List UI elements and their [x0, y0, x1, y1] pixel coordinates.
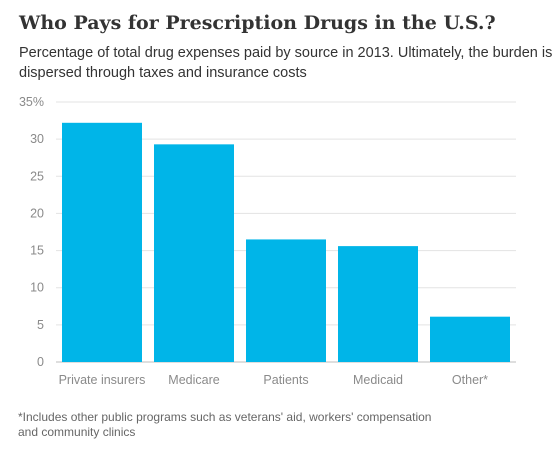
x-category-label: Private insurers [59, 373, 146, 387]
chart-title: Who Pays for Prescription Drugs in the U… [19, 12, 496, 34]
y-tick-label: 25 [30, 169, 44, 183]
y-tick-label: 30 [30, 132, 44, 146]
y-tick-label: 15 [30, 244, 44, 258]
x-category-label: Medicaid [353, 373, 403, 387]
x-axis-category-labels: Private insurers Medicare Patients Medicaid… [59, 373, 489, 387]
bars [62, 122, 510, 362]
bar-other [430, 316, 510, 362]
y-tick-label: 10 [30, 281, 44, 295]
x-category-label: Medicare [168, 373, 219, 387]
chart-subtitle: Percentage of total drug expenses paid b… [19, 45, 553, 81]
x-category-label: Other* [452, 373, 488, 387]
bar-medicare [154, 144, 234, 362]
bar-medicaid [338, 246, 418, 362]
y-tick-label: 20 [30, 206, 44, 220]
bar-private-insurers [62, 122, 142, 362]
y-tick-label: 5 [37, 318, 44, 332]
y-tick-label: 35% [19, 95, 44, 109]
y-tick-label: 0 [37, 355, 44, 369]
bar-patients [246, 239, 326, 362]
x-category-label: Patients [263, 373, 308, 387]
footnote: *Includes other public programs such as … [18, 410, 432, 439]
y-axis-tick-labels: 0 5 10 15 20 25 30 35% [19, 95, 44, 369]
